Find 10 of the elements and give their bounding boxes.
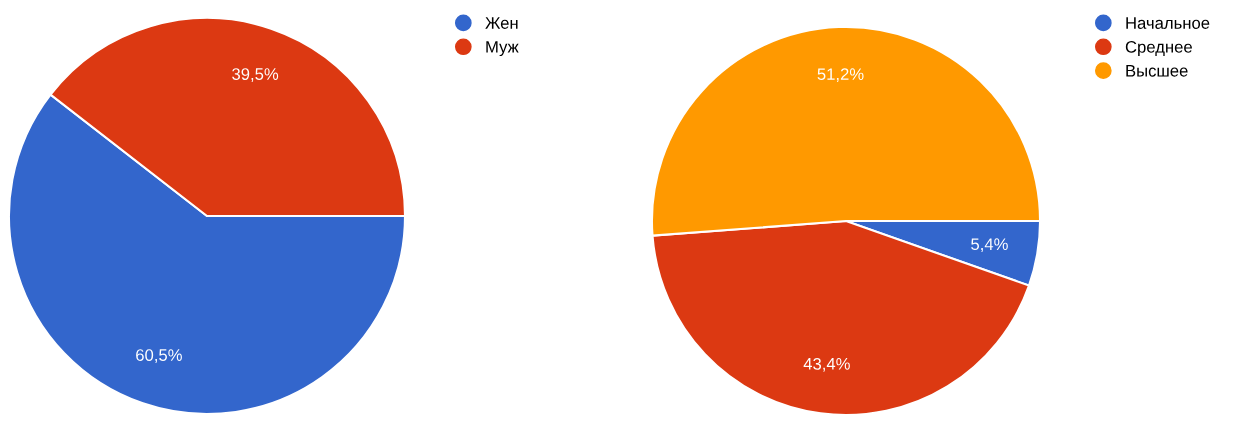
legend-label: Высшее [1126,65,1188,77]
legend-label: Муж [486,41,519,57]
data-label: 60,5% [136,349,182,363]
data-label: 5,4% [971,238,1008,253]
legend-label: Начальное [1126,17,1210,29]
data-label: 43,4% [803,357,850,372]
legend-label: Жен [485,17,518,29]
legend-label: Среднее [1125,40,1192,57]
data-label: 39,5% [232,68,279,82]
data-label: 51,2% [817,68,864,82]
